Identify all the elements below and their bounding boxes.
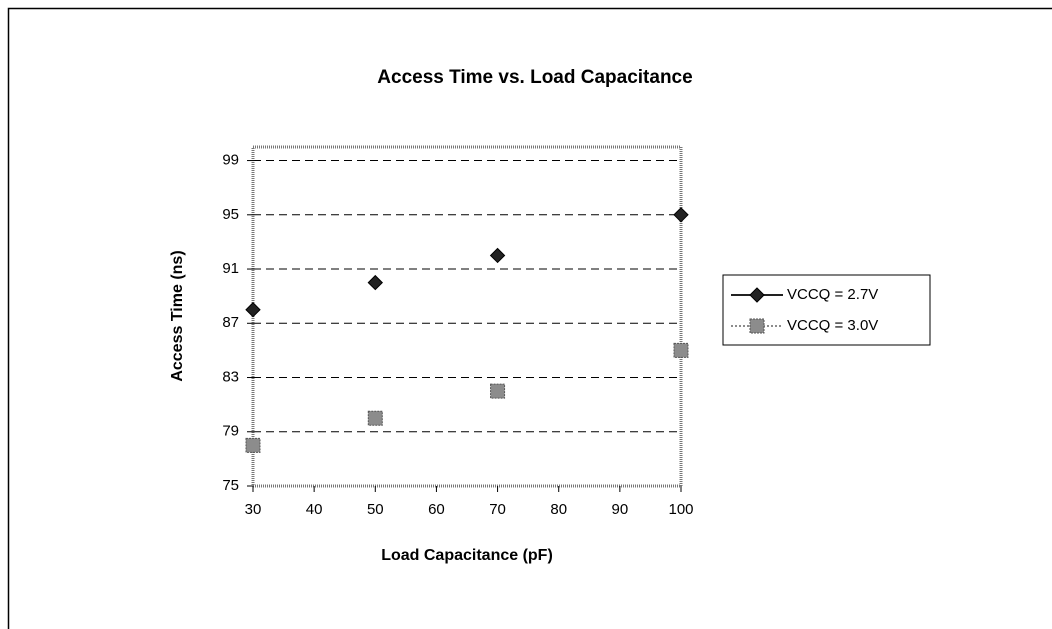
x-axis-label: Load Capacitance (pF) xyxy=(381,547,553,564)
y-tick-label: 83 xyxy=(222,368,239,385)
x-tick-label: 80 xyxy=(550,501,567,518)
x-tick-label: 100 xyxy=(668,501,693,518)
frame xyxy=(7,7,1052,629)
legend-label: VCCQ = 2.7V xyxy=(787,286,878,303)
y-tick-label: 95 xyxy=(222,206,239,223)
point xyxy=(367,410,383,426)
point xyxy=(245,302,261,318)
point xyxy=(673,342,689,358)
chart-title: Access Time vs. Load Capacitance xyxy=(377,67,692,88)
y-tick-label: 75 xyxy=(222,477,239,494)
x-tick-label: 60 xyxy=(428,501,445,518)
legend-marker xyxy=(749,287,765,303)
y-tick-label: 79 xyxy=(222,423,239,440)
x-tick-label: 90 xyxy=(612,501,629,518)
y-axis-label: Access Time (ns) xyxy=(169,250,186,381)
x-tick-label: 30 xyxy=(245,501,262,518)
x-tick-label: 70 xyxy=(489,501,506,518)
x-tick-label: 40 xyxy=(306,501,323,518)
point xyxy=(673,207,689,223)
point xyxy=(489,247,506,264)
plot-area xyxy=(251,145,683,488)
x-tick-label: 50 xyxy=(367,501,384,518)
y-tick-label: 99 xyxy=(222,152,239,169)
point xyxy=(490,383,506,399)
legend-label: VCCQ = 3.0V xyxy=(787,317,878,334)
y-tick-label: 91 xyxy=(222,260,239,277)
point xyxy=(367,274,383,291)
legend-marker xyxy=(749,318,765,334)
y-tick-label: 87 xyxy=(222,314,239,331)
point xyxy=(245,437,261,453)
